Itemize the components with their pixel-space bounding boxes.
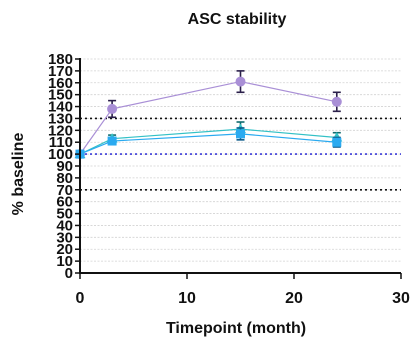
x-tick-label-30: 30 [392,290,410,307]
chart-title: ASC stability [188,11,287,28]
series-1 [75,70,342,160]
x-tick-label-20: 20 [285,290,303,307]
series-3-line [79,133,337,155]
axes [75,58,402,279]
series-3-point-2 [236,129,245,139]
series-3-point-3 [332,137,342,147]
x-tick-label-10: 10 [178,290,196,307]
y-tick-labels: 0102030405060708090100110120130140150160… [48,51,73,282]
grid [80,58,401,262]
y-tick-label-150: 150 [48,87,73,104]
y-tick-label-120: 120 [48,122,73,139]
series-1-point-1 [107,103,118,114]
series-2-line [79,128,337,155]
y-tick-label-0: 0 [65,265,73,282]
series-group [74,70,343,160]
y-tick-label-20: 20 [56,241,73,258]
y-tick-label-50: 50 [56,206,73,223]
y-tick-label-110: 110 [49,134,73,151]
y-tick-label-170: 170 [48,63,73,80]
y-tick-label-10: 10 [56,253,73,270]
series-1-line [79,80,337,155]
reference-lines [80,117,401,191]
y-tick-label-160: 160 [48,75,73,92]
y-tick-label-90: 90 [56,158,73,175]
y-tick-label-130: 130 [48,110,73,127]
y-tick-label-30: 30 [56,229,73,246]
y-tick-label-140: 140 [48,99,73,116]
y-tick-label-60: 60 [56,194,73,211]
y-axis-label: % baseline [10,133,27,216]
x-tick-labels: 0 10 20 30 [76,290,410,307]
x-tick-label-0: 0 [76,290,85,307]
series-1-point-2 [235,76,246,87]
y-tick-label-80: 80 [56,170,73,187]
x-axis-label: Timepoint (month) [166,320,306,337]
y-tick-label-70: 70 [56,182,73,199]
series-1-point-3 [331,96,342,107]
y-tick-label-100: 100 [48,146,73,163]
y-tick-label-40: 40 [56,217,73,234]
series-3-point-1 [107,136,117,146]
y-tick-label-180: 180 [48,51,73,68]
